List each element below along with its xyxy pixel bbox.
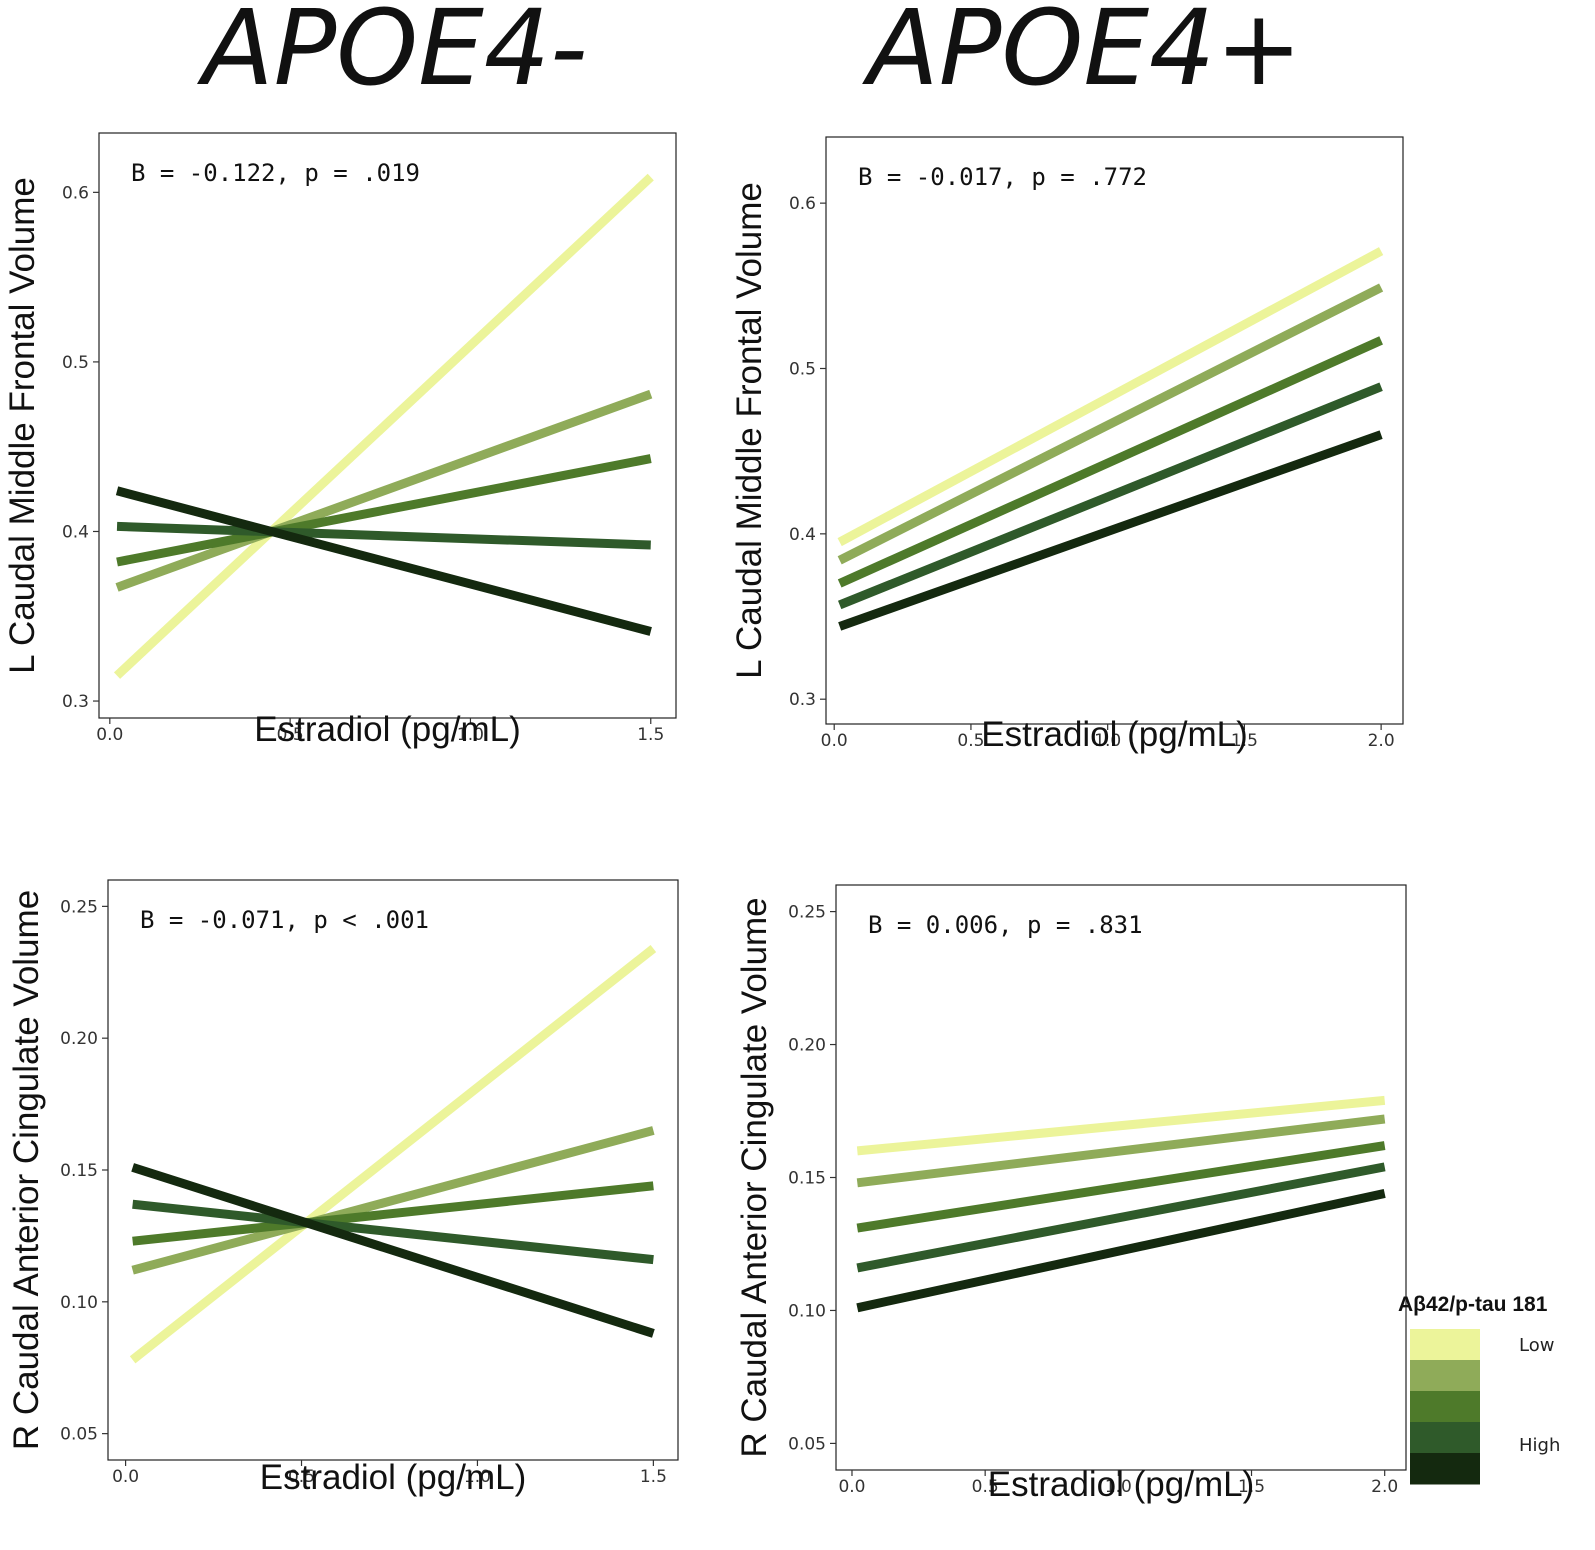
- series-line-high: [131, 1163, 655, 1338]
- series-line-low-mid: [131, 1126, 655, 1275]
- stats-annotation: B = 0.006, p = .831: [868, 911, 1143, 939]
- series-line-low-mid: [856, 1114, 1386, 1188]
- series-line-mid: [116, 454, 652, 567]
- series-line-low: [837, 247, 1384, 547]
- y-tick-label: 0.4: [789, 525, 816, 545]
- x-axis-title: Estradiol (pg/mL): [254, 710, 520, 749]
- series-lines: [856, 1095, 1386, 1313]
- x-axis-title: Estradiol (pg/mL): [981, 715, 1247, 754]
- legend-swatches: [1410, 1329, 1480, 1485]
- x-tick-label: 0.0: [838, 1477, 865, 1497]
- y-tick-label: 0.6: [789, 194, 816, 214]
- y-tick-label: 0.10: [60, 1293, 98, 1313]
- y-tick-label: 0.20: [60, 1029, 98, 1049]
- legend-swatch-5: [1410, 1453, 1480, 1485]
- legend-title: Aβ42/p-tau 181: [1398, 1293, 1548, 1316]
- y-tick-label: 0.3: [62, 692, 89, 712]
- series-lines: [837, 247, 1384, 631]
- chart-panel-4: 0.0 0.5 1.0 1.5 2.0 0.05 0.10 0.15 0.20 0.25 B = 0…: [735, 884, 1407, 1504]
- color-legend: Aβ42/p-tau 181 Low High: [1398, 1293, 1560, 1485]
- x-tick-label: 1.0: [1094, 731, 1121, 751]
- legend-swatch-2: [1410, 1360, 1480, 1392]
- y-tick-label: 0.15: [60, 1161, 98, 1181]
- x-tick-label: 0.5: [277, 725, 304, 745]
- series-line-low-mid: [837, 283, 1384, 565]
- series-line-low: [856, 1095, 1386, 1156]
- x-tick-label: 2.0: [1371, 1477, 1398, 1497]
- y-tick-label: 0.4: [62, 522, 89, 542]
- chart-panel-3: 0.0 0.5 1.0 1.5 0.05 0.10 0.15 0.20 0.25 B = -0.0…: [7, 879, 679, 1497]
- legend-swatch-3: [1410, 1391, 1480, 1423]
- y-tick-label: 0.3: [789, 690, 816, 710]
- x-tick-label: 1.5: [637, 725, 664, 745]
- y-tick-label: 0.25: [60, 897, 98, 917]
- series-line-mid-high: [837, 382, 1383, 610]
- series-line-mid-high: [116, 521, 651, 550]
- series-lines: [129, 945, 657, 1364]
- series-lines: [113, 173, 654, 679]
- y-tick-label: 0.5: [789, 359, 816, 379]
- x-tick-label: 2.0: [1368, 731, 1395, 751]
- series-line-low: [113, 173, 654, 679]
- x-tick-label: 0.5: [957, 731, 984, 751]
- x-tick-label: 0.0: [112, 1467, 139, 1487]
- y-tick-label: 0.5: [62, 353, 89, 373]
- plot-frame: [107, 879, 679, 1461]
- series-line-low-mid: [115, 389, 653, 592]
- x-tick-label: 1.5: [1238, 1477, 1265, 1497]
- series-line-low: [129, 945, 657, 1364]
- x-tick-label: 1.5: [640, 1467, 667, 1487]
- x-tick-label: 1.0: [457, 725, 484, 745]
- y-tick-label: 0.05: [60, 1425, 98, 1445]
- x-tick-label: 0.0: [821, 731, 848, 751]
- plot-frame: [825, 136, 1404, 725]
- x-tick-label: 0.5: [288, 1467, 315, 1487]
- series-line-high: [856, 1189, 1386, 1313]
- y-tick-label: 0.6: [62, 183, 89, 203]
- x-tick-label: 0.5: [972, 1477, 999, 1497]
- x-tick-label: 0.0: [96, 725, 123, 745]
- y-tick-label: 0.25: [788, 903, 826, 923]
- y-tick-label: 0.10: [788, 1301, 826, 1321]
- x-tick-label: 1.0: [464, 1467, 491, 1487]
- stats-annotation: B = -0.071, p < .001: [140, 906, 429, 934]
- x-axis-title: Estradiol (pg/mL): [260, 1458, 526, 1497]
- legend-high-label: High: [1519, 1435, 1560, 1456]
- column-title-apoe4-negative: APOE4-: [196, 0, 587, 109]
- x-tick-label: 1.0: [1105, 1477, 1132, 1497]
- legend-swatch-4: [1410, 1422, 1480, 1454]
- series-line-mid-high: [132, 1199, 654, 1265]
- chart-panels: 0.0 0.5 1.0 1.5 0.3 0.4 0.5 0.6 B = -0.122, p = …: [3, 132, 1407, 1504]
- y-tick-label: 0.20: [788, 1036, 826, 1056]
- chart-panel-1: 0.0 0.5 1.0 1.5 0.3 0.4 0.5 0.6 B = -0.122, p = …: [3, 132, 677, 749]
- series-line-mid-high: [856, 1162, 1386, 1273]
- series-line-high: [838, 430, 1383, 631]
- series-line-mid: [837, 336, 1383, 588]
- stats-annotation: B = -0.017, p = .772: [858, 163, 1147, 191]
- legend-low-label: Low: [1519, 1335, 1554, 1356]
- y-axis-title: L Caudal Middle Frontal Volume: [3, 177, 42, 674]
- chart-panel-2: 0.0 0.5 1.0 1.5 2.0 0.3 0.4 0.5 0.6 B = -0.017, p…: [730, 136, 1404, 754]
- legend-swatch-1: [1410, 1329, 1480, 1361]
- y-axis-title: L Caudal Middle Frontal Volume: [730, 182, 769, 679]
- y-axis-title: R Caudal Anterior Cingulate Volume: [7, 890, 46, 1450]
- series-line-mid: [132, 1181, 654, 1246]
- column-title-apoe4-positive: APOE4+: [862, 0, 1303, 109]
- stats-annotation: B = -0.122, p = .019: [131, 159, 420, 187]
- y-tick-label: 0.15: [788, 1169, 826, 1189]
- series-line-high: [115, 486, 652, 636]
- x-axis-title: Estradiol (pg/mL): [988, 1465, 1254, 1504]
- series-line-mid: [856, 1141, 1386, 1233]
- x-tick-label: 1.5: [1231, 731, 1258, 751]
- y-axis-title: R Caudal Anterior Cingulate Volume: [735, 897, 774, 1457]
- y-tick-label: 0.05: [788, 1434, 826, 1454]
